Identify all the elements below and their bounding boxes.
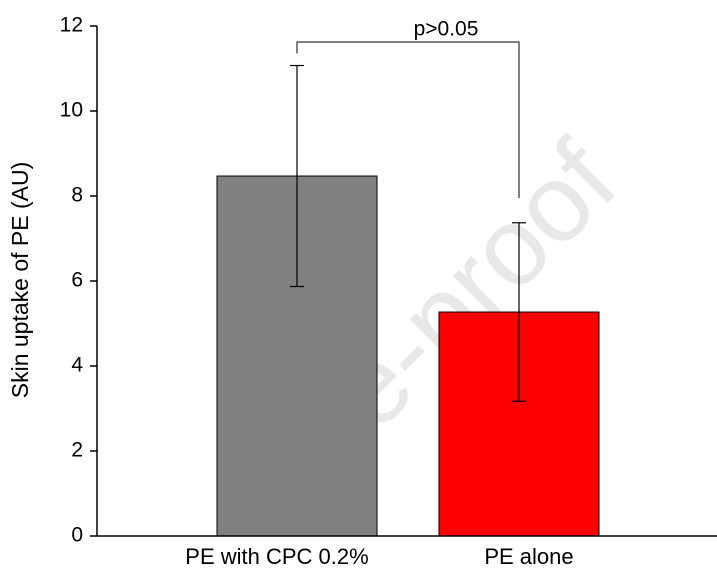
y-axis-label: Skin uptake of PE (AU) (7, 162, 33, 399)
annotation: p>0.05 (414, 18, 479, 41)
y-tick-label: 6 (71, 269, 83, 292)
significance-bracket (296, 41, 520, 198)
y-tick-label: 4 (71, 354, 83, 377)
y-tick-label: 12 (60, 14, 83, 37)
y-tick-label: 8 (71, 184, 83, 207)
y-tick-label: 2 (71, 439, 83, 462)
x-tick-label: PE with CPC 0.2% (185, 544, 368, 569)
y-tick-label: 0 (71, 524, 83, 547)
x-tick-label: PE alone (484, 544, 573, 569)
y-tick-label: 10 (60, 99, 83, 122)
